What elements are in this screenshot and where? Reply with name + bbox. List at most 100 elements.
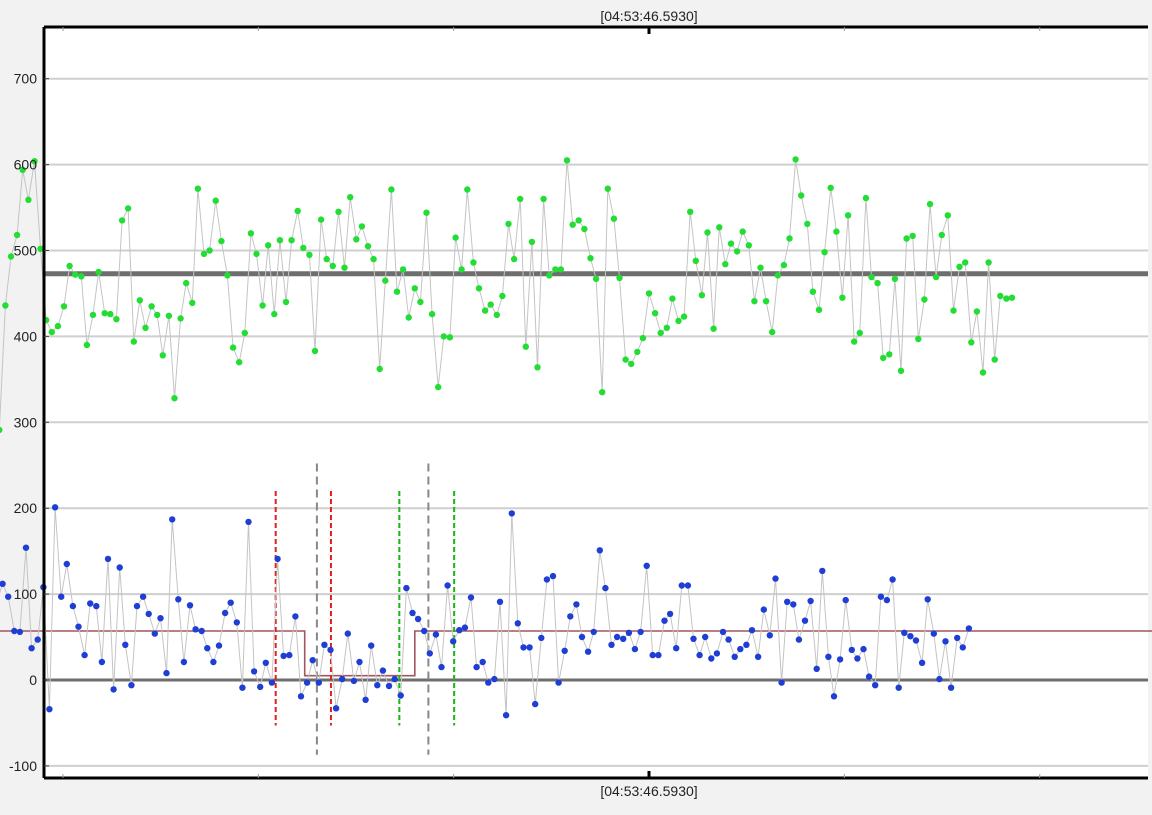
series-1-point-166 (669, 295, 676, 302)
series-1-point-82 (177, 315, 184, 322)
series-1-point-145 (546, 272, 553, 279)
series-1-point-165 (663, 324, 670, 331)
series-2-point-192 (813, 665, 820, 672)
series-2-point-133 (467, 594, 475, 601)
series-2-point-194 (825, 653, 832, 660)
series-2-point-180 (743, 641, 750, 648)
series-1-point-128 (446, 334, 454, 341)
series-2-point-134 (473, 663, 480, 671)
series-1-point-211 (932, 273, 940, 281)
series-2-point-121 (397, 692, 404, 699)
series-1-point-139 (510, 255, 518, 263)
series-2-point-143 (526, 644, 533, 651)
series-2-point-199 (854, 655, 861, 662)
series-1-point-198 (856, 329, 863, 337)
series-1-point-99 (276, 237, 284, 244)
grid-lines (44, 77, 1148, 767)
series-2-point-154 (590, 628, 597, 636)
series-2-point-56 (16, 628, 24, 636)
series-1-point-83 (183, 279, 190, 287)
series-1-point-193 (827, 184, 834, 191)
series-1-point-150 (575, 217, 582, 224)
series-2-point-169 (678, 582, 685, 589)
series-2-point-210 (918, 659, 926, 666)
series-1-point-140 (517, 195, 524, 203)
series-2-point-88 (204, 645, 211, 652)
series-2-point-160 (625, 629, 633, 636)
series-1-point-206 (903, 235, 910, 242)
series-2-point-132 (461, 624, 469, 631)
series-2-point-100 (274, 555, 281, 563)
series-2-point-90 (215, 642, 223, 649)
series-2-point-110 (332, 705, 340, 712)
series-2-point-190 (801, 617, 809, 624)
series-2-point-96 (250, 668, 258, 675)
series-2-point-179 (737, 645, 744, 653)
series-2-point-78 (145, 610, 152, 618)
series-2-point-113 (350, 677, 358, 685)
series-1-point-176 (727, 240, 735, 247)
series-1-point-144 (540, 195, 547, 203)
series-2-point-79 (151, 630, 158, 637)
series-2-point-89 (210, 658, 217, 666)
series-2-point-208 (907, 633, 914, 640)
series-1-point-74 (130, 338, 137, 345)
series-1-point-212 (938, 231, 945, 239)
series-1-point-223 (1003, 295, 1010, 302)
series-2-point-146 (543, 576, 551, 583)
series-1-point-222 (997, 292, 1004, 300)
series-2-point-200 (860, 645, 867, 653)
series-2-point-106 (309, 657, 316, 664)
series-1-point-73 (124, 205, 132, 212)
series-2-point-173 (702, 633, 709, 641)
series-1-point-108 (329, 262, 336, 270)
series-2-point-105 (303, 679, 311, 686)
series-2-point-55 (11, 627, 18, 635)
series-1-point-147 (557, 266, 565, 273)
series-2-point-67 (81, 651, 88, 659)
series-1-point-60 (48, 328, 55, 336)
series-2-point-151 (573, 601, 580, 608)
series-2-point-86 (192, 626, 199, 633)
series-1-point-88 (212, 197, 219, 204)
series-1-point-57 (31, 158, 38, 165)
series-1-point-216 (962, 259, 969, 266)
series-2-point-162 (637, 628, 644, 636)
series-2-point-59 (34, 636, 41, 643)
series-2-point-69 (93, 602, 100, 610)
series-2-point-82 (169, 516, 176, 523)
series-2-point-177 (725, 636, 732, 643)
series-2-point-206 (895, 684, 902, 691)
series-1-point-183 (769, 328, 776, 336)
y-tick-label-100: 100 (14, 586, 38, 602)
series-2-point-140 (508, 510, 515, 517)
y-tick-label-0: 0 (29, 672, 37, 688)
series-2-point-214 (942, 638, 949, 645)
series-2-point-136 (485, 679, 492, 686)
series-2-point-127 (432, 631, 440, 638)
series-1-point-141 (522, 343, 529, 350)
series-1-point-70 (107, 310, 114, 318)
series-2-point-123 (409, 609, 416, 617)
series-2-point-171 (690, 635, 697, 642)
series-1-point-65 (78, 273, 85, 280)
series-2-point-114 (356, 658, 363, 666)
tick-labels: -1000100200300400500600700[04:53:44.9247… (9, 8, 698, 799)
series-2-point-149 (561, 647, 568, 654)
series-2-point-216 (954, 634, 961, 642)
series-1-point-153 (592, 275, 600, 282)
series-1-point-224 (1008, 294, 1016, 301)
series-2-point-72 (110, 686, 117, 693)
series-1-point-203 (886, 351, 893, 358)
series-1-point-77 (148, 303, 155, 310)
series-1-point-115 (370, 255, 377, 263)
series-1-point-159 (628, 360, 635, 368)
series-2-point-207 (901, 629, 908, 636)
series-1-point-209 (921, 296, 928, 303)
series-1-point-79 (159, 352, 166, 359)
series-1-point-191 (815, 306, 823, 313)
series-2-point-61 (46, 706, 53, 713)
series-2-point-77 (139, 593, 147, 600)
series-1-point-170 (692, 257, 699, 264)
